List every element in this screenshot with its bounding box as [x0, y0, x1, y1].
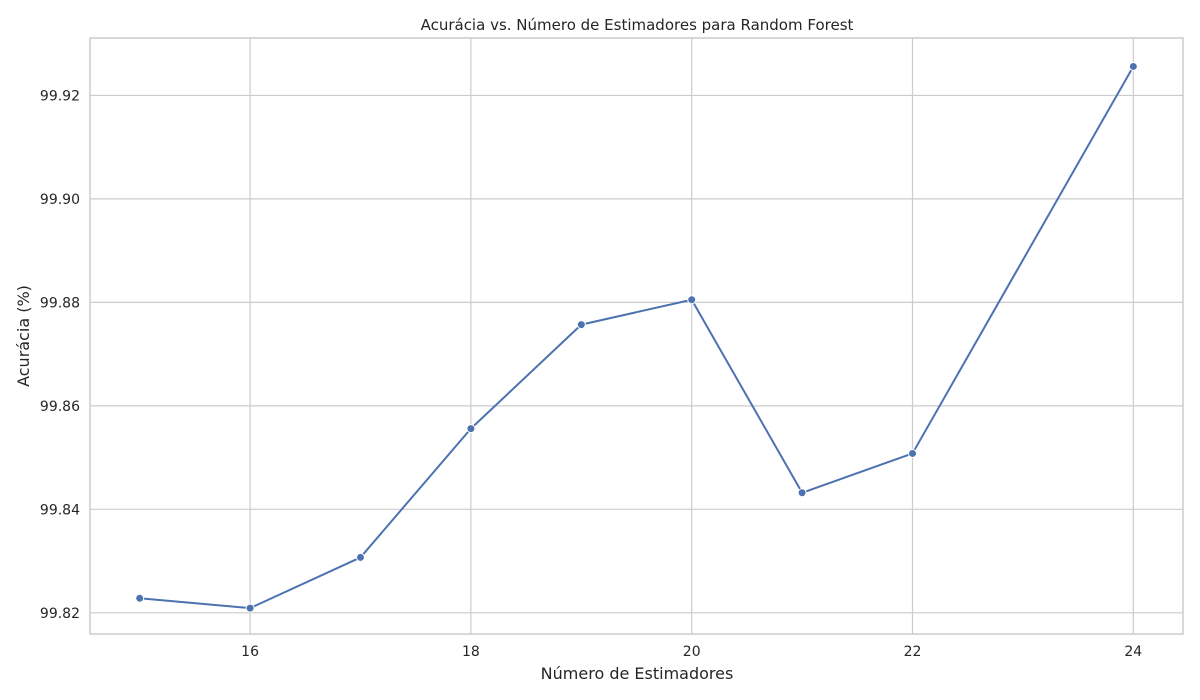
- chart-title: Acurácia vs. Número de Estimadores para …: [421, 16, 854, 34]
- data-point: [576, 320, 586, 330]
- data-point: [908, 448, 918, 458]
- data-point: [245, 603, 255, 613]
- data-point: [466, 424, 476, 434]
- y-tick-label: 99.92: [40, 88, 80, 104]
- x-tick-label: 16: [241, 644, 259, 660]
- y-tick-label: 99.90: [40, 192, 80, 208]
- data-point: [135, 593, 145, 603]
- y-tick-label: 99.84: [40, 502, 80, 518]
- y-tick-label: 99.82: [40, 606, 80, 622]
- data-point: [687, 295, 697, 305]
- x-tick-label: 20: [683, 644, 701, 660]
- data-point: [797, 488, 807, 498]
- y-tick-label: 99.86: [40, 399, 80, 415]
- y-axis-label: Acurácia (%): [14, 285, 33, 387]
- plot-area-frame: [89, 37, 1184, 635]
- x-tick-label: 18: [462, 644, 480, 660]
- series-layer: [135, 61, 1138, 613]
- y-tick-labels: 99.82 99.84 99.86 99.88 99.90 99.92: [40, 88, 80, 621]
- data-point: [1128, 61, 1138, 71]
- x-axis-label: Número de Estimadores: [541, 664, 734, 683]
- x-tick-label: 24: [1124, 644, 1142, 660]
- x-tick-labels: 16 18 20 22 24: [241, 644, 1142, 660]
- x-tick-label: 22: [904, 644, 922, 660]
- y-gridlines: [90, 94, 1183, 614]
- x-gridlines: [249, 38, 1134, 634]
- data-point: [355, 552, 365, 562]
- y-tick-label: 99.88: [40, 295, 80, 311]
